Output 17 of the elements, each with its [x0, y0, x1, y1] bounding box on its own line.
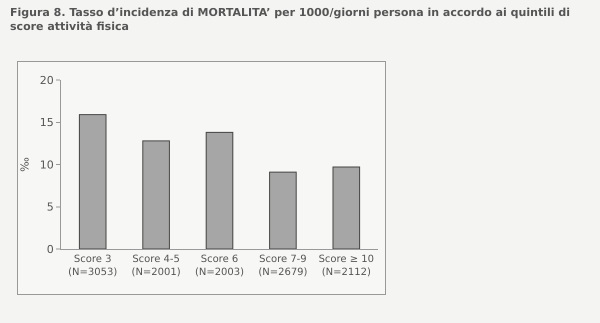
y-tick-label: 0: [46, 242, 54, 256]
x-tick-label: Score 6 (N=2003): [194, 254, 244, 278]
y-tick-label: 20: [40, 74, 54, 87]
y-axis-title: ‰: [18, 156, 32, 172]
x-tick-label: Score 7-9 (N=2679): [258, 254, 308, 278]
x-tick-label: Score 3 (N=3053): [68, 254, 118, 278]
bar: [206, 132, 234, 249]
bar: [269, 172, 297, 249]
bar: [78, 114, 107, 249]
x-tick-label: Score ≥ 10 (N=2112): [318, 254, 374, 278]
chart-title: Figura 8. Tasso d’incidenza di MORTALITA’ per 1000/giorni persona in accordo ai quintili di score attività fisica: [10, 6, 571, 34]
bar: [142, 140, 170, 249]
y-tick-label: 5: [46, 200, 54, 214]
y-tick-label: 10: [40, 158, 54, 172]
x-tick-label: Score 4-5 (N=2001): [132, 254, 181, 278]
bar: [332, 166, 360, 249]
y-tick-label: 15: [40, 116, 54, 130]
